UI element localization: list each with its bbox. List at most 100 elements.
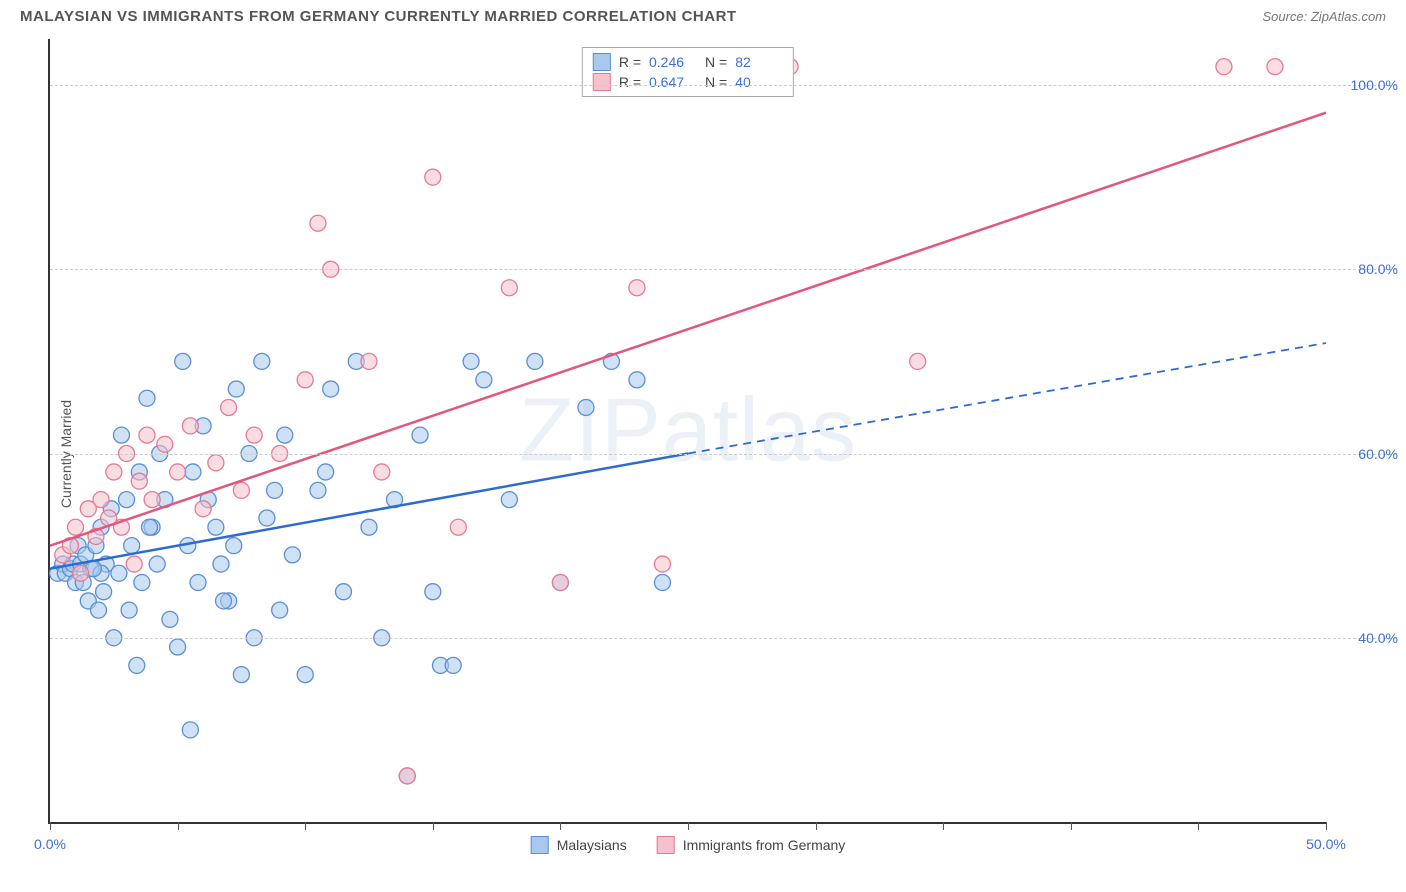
scatter-point [182,722,198,738]
x-tick [560,822,561,830]
scatter-point [190,574,206,590]
scatter-point [226,538,242,554]
series-legend: Malaysians Immigrants from Germany [531,836,846,854]
scatter-point [121,602,137,618]
chart-title: MALAYSIAN VS IMMIGRANTS FROM GERMANY CUR… [20,8,737,25]
scatter-point [195,501,211,517]
scatter-point [425,169,441,185]
scatter-point [399,768,415,784]
scatter-point [335,584,351,600]
scatter-point [162,611,178,627]
scatter-point [277,427,293,443]
scatter-point [1216,59,1232,75]
x-tick [178,822,179,830]
series-legend-label: Immigrants from Germany [683,837,846,853]
scatter-point [142,519,158,535]
scatter-point [259,510,275,526]
correlation-legend: R =0.246N =82R =0.647N =40 [582,47,794,97]
scatter-point [361,353,377,369]
grid-line [50,454,1396,455]
x-tick [1326,822,1327,830]
scatter-point [297,667,313,683]
scatter-point [1267,59,1283,75]
scatter-point [412,427,428,443]
x-tick [305,822,306,830]
x-tick [816,822,817,830]
chart-source: Source: ZipAtlas.com [1262,9,1386,24]
scatter-point [297,372,313,388]
scatter-point [119,492,135,508]
x-tick [688,822,689,830]
scatter-point [139,427,155,443]
legend-row: R = 0.647 N = 40 [593,72,783,92]
scatter-point [106,464,122,480]
scatter-point [96,584,112,600]
y-tick-label: 80.0% [1358,261,1398,277]
plot-svg [50,39,1326,822]
plot-area: ZIPatlas R =0.246N =82R =0.647N =40 Mala… [48,39,1326,824]
legend-swatch [593,53,611,71]
scatter-point [246,427,262,443]
legend-r-label: R = [619,54,641,70]
scatter-point [144,492,160,508]
scatter-point [185,464,201,480]
x-tick [1071,822,1072,830]
scatter-point [552,574,568,590]
scatter-point [216,593,232,609]
series-legend-label: Malaysians [557,837,627,853]
regression-line [50,113,1326,546]
scatter-point [476,372,492,388]
grid-line [50,638,1396,639]
y-tick-label: 100.0% [1351,77,1398,93]
y-tick-label: 60.0% [1358,446,1398,462]
scatter-point [654,556,670,572]
scatter-point [425,584,441,600]
legend-r-label: R = [619,74,641,90]
scatter-point [213,556,229,572]
regression-line-dashed [688,343,1326,454]
x-tick [943,822,944,830]
x-tick [433,822,434,830]
scatter-point [323,381,339,397]
scatter-point [629,280,645,296]
series-legend-item: Immigrants from Germany [657,836,846,854]
legend-n-label: N = [705,54,727,70]
scatter-point [284,547,300,563]
scatter-point [175,353,191,369]
scatter-point [113,427,129,443]
y-tick-label: 40.0% [1358,630,1398,646]
legend-n-value: 82 [735,54,783,70]
scatter-point [272,602,288,618]
scatter-point [445,657,461,673]
scatter-point [149,556,165,572]
scatter-point [501,492,517,508]
scatter-point [267,482,283,498]
scatter-point [111,565,127,581]
chart-header: MALAYSIAN VS IMMIGRANTS FROM GERMANY CUR… [0,0,1406,29]
scatter-point [208,519,224,535]
scatter-point [131,473,147,489]
legend-n-label: N = [705,74,727,90]
scatter-point [501,280,517,296]
scatter-point [129,657,145,673]
scatter-point [170,639,186,655]
scatter-point [578,399,594,415]
legend-r-value: 0.647 [649,74,697,90]
grid-line [50,85,1396,86]
scatter-point [318,464,334,480]
scatter-point [629,372,645,388]
scatter-point [450,519,466,535]
scatter-point [527,353,543,369]
legend-n-value: 40 [735,74,783,90]
x-tick-label: 50.0% [1306,836,1346,852]
scatter-point [170,464,186,480]
scatter-point [73,565,89,581]
legend-swatch [657,836,675,854]
legend-row: R =0.246N =82 [593,52,783,72]
scatter-point [910,353,926,369]
scatter-point [310,215,326,231]
scatter-point [463,353,479,369]
scatter-point [374,464,390,480]
series-legend-item: Malaysians [531,836,627,854]
x-tick [1198,822,1199,830]
